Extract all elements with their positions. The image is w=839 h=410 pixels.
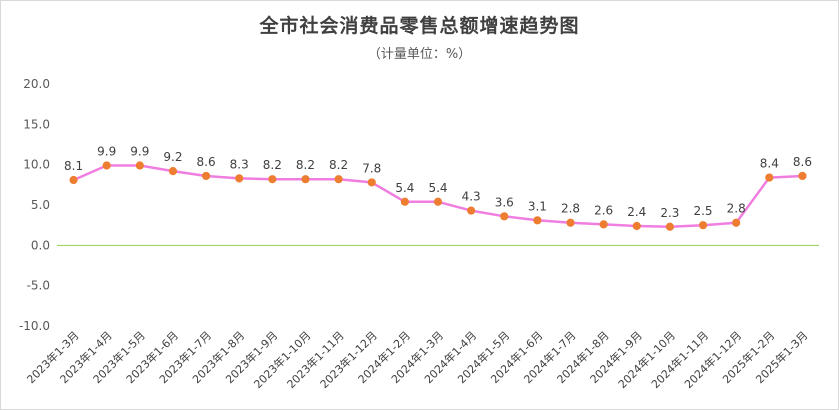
data-label: 3.1 — [528, 199, 547, 213]
data-label: 3.6 — [495, 195, 514, 209]
data-label: 8.4 — [760, 157, 779, 171]
data-point — [301, 175, 310, 184]
data-label: 5.4 — [395, 181, 414, 195]
data-label: 8.2 — [263, 158, 282, 172]
y-tick-label: 15.0 — [23, 117, 50, 131]
data-label: 8.1 — [64, 159, 83, 173]
data-point — [566, 218, 575, 227]
data-label: 7.8 — [362, 161, 381, 175]
y-tick-label: 20.0 — [23, 77, 50, 91]
data-point — [533, 216, 542, 225]
data-point — [665, 222, 675, 231]
data-label: 2.8 — [727, 202, 746, 216]
data-point — [367, 178, 376, 187]
x-tick-label: 2024年1-11月 — [648, 328, 711, 391]
data-point — [632, 221, 641, 231]
data-point — [732, 218, 741, 227]
data-label: 9.2 — [163, 150, 182, 164]
data-point — [765, 173, 774, 182]
x-tick-label: 2024年1-10月 — [615, 328, 678, 391]
data-label: 2.4 — [627, 205, 646, 219]
data-label: 8.3 — [230, 157, 249, 171]
data-point — [69, 175, 78, 185]
data-point — [599, 220, 608, 229]
data-label: 2.5 — [693, 204, 712, 218]
chart-subtitle: （计量单位：%） — [367, 47, 472, 62]
data-label: 2.6 — [594, 203, 613, 217]
y-tick-label: 10.0 — [23, 158, 50, 172]
data-point — [500, 212, 509, 221]
data-label: 2.8 — [561, 202, 580, 216]
data-label: 4.3 — [462, 190, 481, 204]
data-label: 8.6 — [197, 155, 216, 169]
y-tick-label: 5.0 — [31, 198, 50, 212]
y-tick-label: -5.0 — [27, 279, 50, 293]
data-point — [798, 171, 807, 181]
x-tick-label: 2024年1-12月 — [681, 328, 744, 391]
chart-title: 全市社会消费品零售总额增速趋势图 — [259, 15, 580, 37]
data-point — [698, 221, 708, 230]
data-point — [467, 206, 476, 215]
data-label: 9.9 — [130, 144, 149, 158]
data-point — [102, 161, 111, 170]
data-point — [235, 174, 244, 183]
data-point — [433, 197, 443, 206]
data-label: 5.4 — [428, 181, 447, 195]
data-point — [400, 197, 409, 206]
data-label: 8.2 — [296, 158, 315, 172]
data-point — [334, 175, 343, 184]
x-tick-label: 2023年1-12月 — [317, 328, 380, 391]
data-point — [268, 175, 277, 184]
data-point — [201, 171, 211, 181]
data-label: 8.6 — [793, 155, 812, 169]
data-point — [135, 161, 144, 170]
y-tick-label: 0.0 — [31, 238, 50, 252]
x-tick-label: 2023年1-11月 — [284, 328, 347, 391]
data-label: 8.2 — [329, 158, 348, 172]
data-label: 9.9 — [97, 144, 116, 158]
data-label: 2.3 — [660, 206, 679, 220]
data-point — [168, 167, 178, 176]
y-tick-label: -10.0 — [19, 319, 50, 333]
x-tick-label: 2023年1-10月 — [251, 328, 314, 391]
